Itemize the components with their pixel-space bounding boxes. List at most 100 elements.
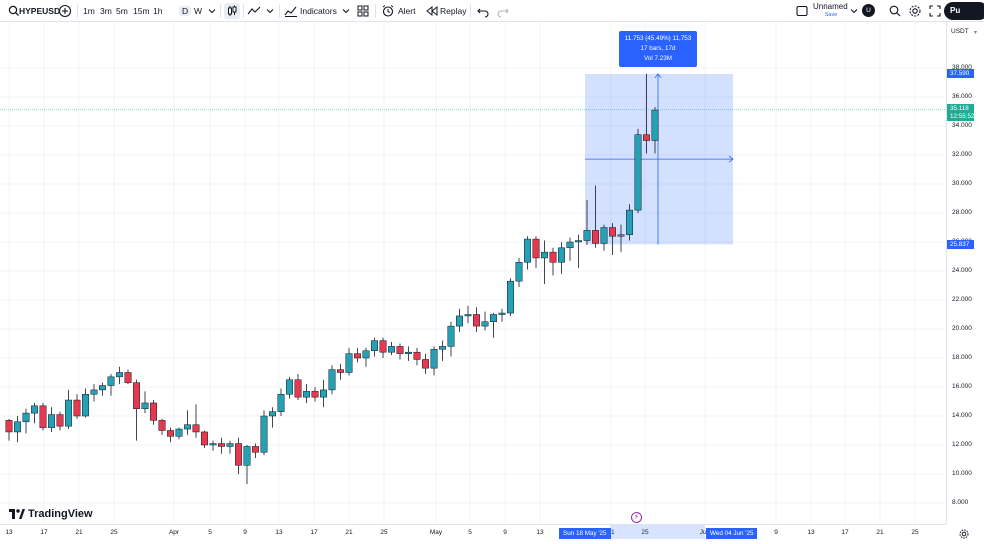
measure-volume: Vol 7.23M	[643, 55, 672, 62]
candle-body	[337, 369, 344, 373]
economic-event-icon[interactable]: ⚡	[631, 512, 642, 523]
measure-bars: 17 bars, 17d	[640, 45, 676, 52]
templates-grid-icon[interactable]	[355, 3, 371, 19]
candle-body	[549, 251, 557, 263]
candle-body	[73, 399, 81, 417]
candle-body	[413, 351, 421, 360]
alert-button[interactable]: Alert	[398, 6, 416, 16]
indicators-icon[interactable]	[283, 3, 299, 19]
layout-checkbox-icon[interactable]	[794, 3, 810, 19]
interval-d-active[interactable]: D	[179, 6, 192, 16]
candle-body	[575, 240, 582, 243]
candle-body	[5, 420, 13, 433]
axis-settings-gear-icon[interactable]	[958, 527, 970, 539]
candle-body	[651, 109, 659, 141]
redo-icon[interactable]	[495, 3, 511, 19]
candle-body	[532, 238, 540, 259]
last-price-tag: 35.118	[947, 104, 974, 113]
candle-body	[22, 412, 30, 423]
price-axis-label: 20.000	[952, 325, 972, 332]
measure-tooltip: 11.753 (45.49%) 11,753 17 bars, 17d Vol …	[619, 31, 697, 67]
candle-body	[362, 350, 370, 359]
replay-button[interactable]: Replay	[440, 6, 467, 16]
candle-body	[422, 359, 429, 369]
candle-body	[541, 251, 548, 259]
candle-body	[490, 314, 497, 322]
search-icon[interactable]	[6, 3, 22, 19]
line-tool-icon[interactable]	[246, 3, 262, 19]
time-axis-label: 25	[110, 529, 118, 536]
candle-body	[379, 340, 387, 353]
candle-body	[583, 230, 591, 241]
candle-body	[447, 325, 455, 347]
currency-chevron-down-icon[interactable]: ▾	[974, 30, 978, 36]
candle-body	[405, 351, 412, 354]
interval-chevron-down-icon[interactable]	[204, 3, 220, 19]
publish-button[interactable]: Pu	[944, 2, 984, 20]
alert-clock-icon[interactable]	[380, 3, 396, 19]
indicators-chevron-down-icon[interactable]	[338, 3, 354, 19]
price-axis[interactable]: USDT ▾ 38.000 36.000 34.000 32.000 30.000 28.…	[946, 22, 984, 524]
fullscreen-icon[interactable]	[927, 3, 943, 19]
candle-body	[116, 372, 123, 378]
undo-icon[interactable]	[475, 3, 491, 19]
candle-body	[396, 346, 404, 354]
compare-symbol-plus-icon[interactable]	[57, 3, 73, 19]
candle-body	[14, 421, 21, 433]
candle-body	[464, 314, 472, 317]
candle-body	[609, 227, 616, 237]
interval-3m[interactable]: 3m	[100, 6, 112, 16]
quick-search-icon[interactable]	[887, 3, 903, 19]
candle-body	[175, 428, 183, 437]
time-axis-label: 25	[380, 529, 388, 536]
chart-type-chevron-down-icon[interactable]	[262, 3, 278, 19]
indicators-button[interactable]: Indicators	[300, 6, 337, 16]
time-axis-label: 25	[641, 529, 649, 536]
candle-body	[150, 402, 157, 421]
candle-body	[39, 405, 47, 428]
interval-15m[interactable]: 15m	[133, 6, 150, 16]
candle-body	[107, 376, 115, 386]
time-axis-label: 25	[911, 529, 919, 536]
candle-body	[626, 209, 633, 236]
time-axis-label: 17	[310, 529, 318, 536]
time-axis-label: 13	[275, 529, 283, 536]
chart-pane[interactable]	[0, 22, 946, 524]
time-axis[interactable]	[0, 524, 946, 544]
candle-body	[524, 238, 531, 263]
settings-gear-icon[interactable]	[907, 3, 923, 19]
layout-name[interactable]: Unnamed Save	[813, 2, 849, 20]
price-axis-label: 24.000	[952, 267, 972, 274]
interval-w[interactable]: W	[194, 6, 203, 16]
candle-body	[311, 391, 319, 398]
layout-chevron-down-icon[interactable]	[846, 3, 862, 19]
range-end-date-tag: Wed 04 Jun '25	[706, 528, 758, 539]
replay-icon[interactable]	[424, 3, 440, 19]
interval-1m[interactable]: 1m	[83, 6, 95, 16]
measure-high-price-tag: 37.590	[947, 69, 974, 78]
price-axis-label: 14.000	[952, 412, 972, 419]
time-axis-label: 5	[468, 529, 472, 536]
symbol-search[interactable]: HYPEUSD	[19, 6, 61, 16]
range-start-date-tag: Sun 18 May '25	[559, 528, 611, 539]
avatar[interactable]: U	[862, 4, 875, 17]
time-axis-label: 17	[40, 529, 48, 536]
interval-1h[interactable]: 1h	[153, 6, 163, 16]
measure-change: 11.753 (45.49%) 11,753	[624, 35, 692, 42]
candle-body	[345, 353, 353, 373]
time-axis-label: 21	[75, 529, 83, 536]
time-axis-label: 13	[536, 529, 544, 536]
measure-horizontal-arrowhead	[728, 155, 734, 163]
time-axis-label: 21	[876, 529, 884, 536]
layout-save-status: Save	[824, 12, 838, 18]
candle-body	[439, 346, 446, 350]
candles-chart-type-icon[interactable]	[224, 3, 240, 19]
time-axis-label: 9	[503, 529, 507, 536]
time-axis-label: 9	[243, 529, 247, 536]
currency-label[interactable]: USDT	[951, 28, 969, 35]
candle-body	[643, 134, 650, 141]
candlestick-chart[interactable]	[0, 22, 946, 524]
time-axis-label: 13	[807, 529, 815, 536]
interval-5m[interactable]: 5m	[116, 6, 128, 16]
candle-body	[82, 394, 89, 417]
